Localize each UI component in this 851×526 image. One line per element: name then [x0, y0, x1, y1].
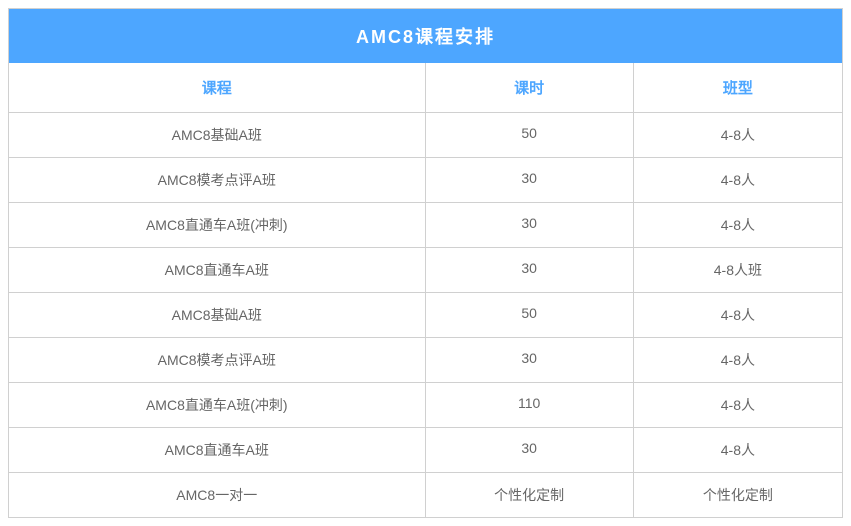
table-body: AMC8基础A班504-8人AMC8模考点评A班304-8人AMC8直通车A班(…: [9, 113, 842, 517]
table-row: AMC8直通车A班304-8人班: [9, 248, 842, 293]
cell-class: 4-8人: [634, 383, 842, 427]
cell-hours: 30: [426, 338, 634, 382]
cell-class: 4-8人: [634, 158, 842, 202]
cell-course: AMC8直通车A班(冲刺): [9, 203, 426, 247]
cell-class: 4-8人: [634, 113, 842, 157]
table-title: AMC8课程安排: [9, 9, 842, 63]
table-row: AMC8一对一个性化定制个性化定制: [9, 473, 842, 517]
table-header-row: 课程 课时 班型: [9, 63, 842, 113]
header-class: 班型: [634, 63, 842, 112]
cell-course: AMC8一对一: [9, 473, 426, 517]
cell-class: 4-8人: [634, 203, 842, 247]
cell-course: AMC8基础A班: [9, 113, 426, 157]
cell-course: AMC8直通车A班: [9, 428, 426, 472]
table-row: AMC8基础A班504-8人: [9, 113, 842, 158]
cell-course: AMC8模考点评A班: [9, 158, 426, 202]
table-row: AMC8直通车A班(冲刺)304-8人: [9, 203, 842, 248]
cell-course: AMC8直通车A班: [9, 248, 426, 292]
header-hours: 课时: [426, 63, 634, 112]
cell-class: 个性化定制: [634, 473, 842, 517]
table-row: AMC8模考点评A班304-8人: [9, 338, 842, 383]
cell-class: 4-8人: [634, 428, 842, 472]
cell-class: 4-8人: [634, 338, 842, 382]
header-course: 课程: [9, 63, 426, 112]
cell-course: AMC8直通车A班(冲刺): [9, 383, 426, 427]
cell-hours: 个性化定制: [426, 473, 634, 517]
table-row: AMC8直通车A班304-8人: [9, 428, 842, 473]
schedule-table: AMC8课程安排 课程 课时 班型 AMC8基础A班504-8人AMC8模考点评…: [8, 8, 843, 518]
table-row: AMC8模考点评A班304-8人: [9, 158, 842, 203]
cell-hours: 50: [426, 293, 634, 337]
cell-hours: 30: [426, 158, 634, 202]
table-row: AMC8基础A班504-8人: [9, 293, 842, 338]
cell-hours: 30: [426, 203, 634, 247]
cell-hours: 30: [426, 428, 634, 472]
table-row: AMC8直通车A班(冲刺)1104-8人: [9, 383, 842, 428]
cell-hours: 50: [426, 113, 634, 157]
cell-class: 4-8人: [634, 293, 842, 337]
cell-hours: 30: [426, 248, 634, 292]
cell-course: AMC8基础A班: [9, 293, 426, 337]
cell-class: 4-8人班: [634, 248, 842, 292]
cell-hours: 110: [426, 383, 634, 427]
cell-course: AMC8模考点评A班: [9, 338, 426, 382]
